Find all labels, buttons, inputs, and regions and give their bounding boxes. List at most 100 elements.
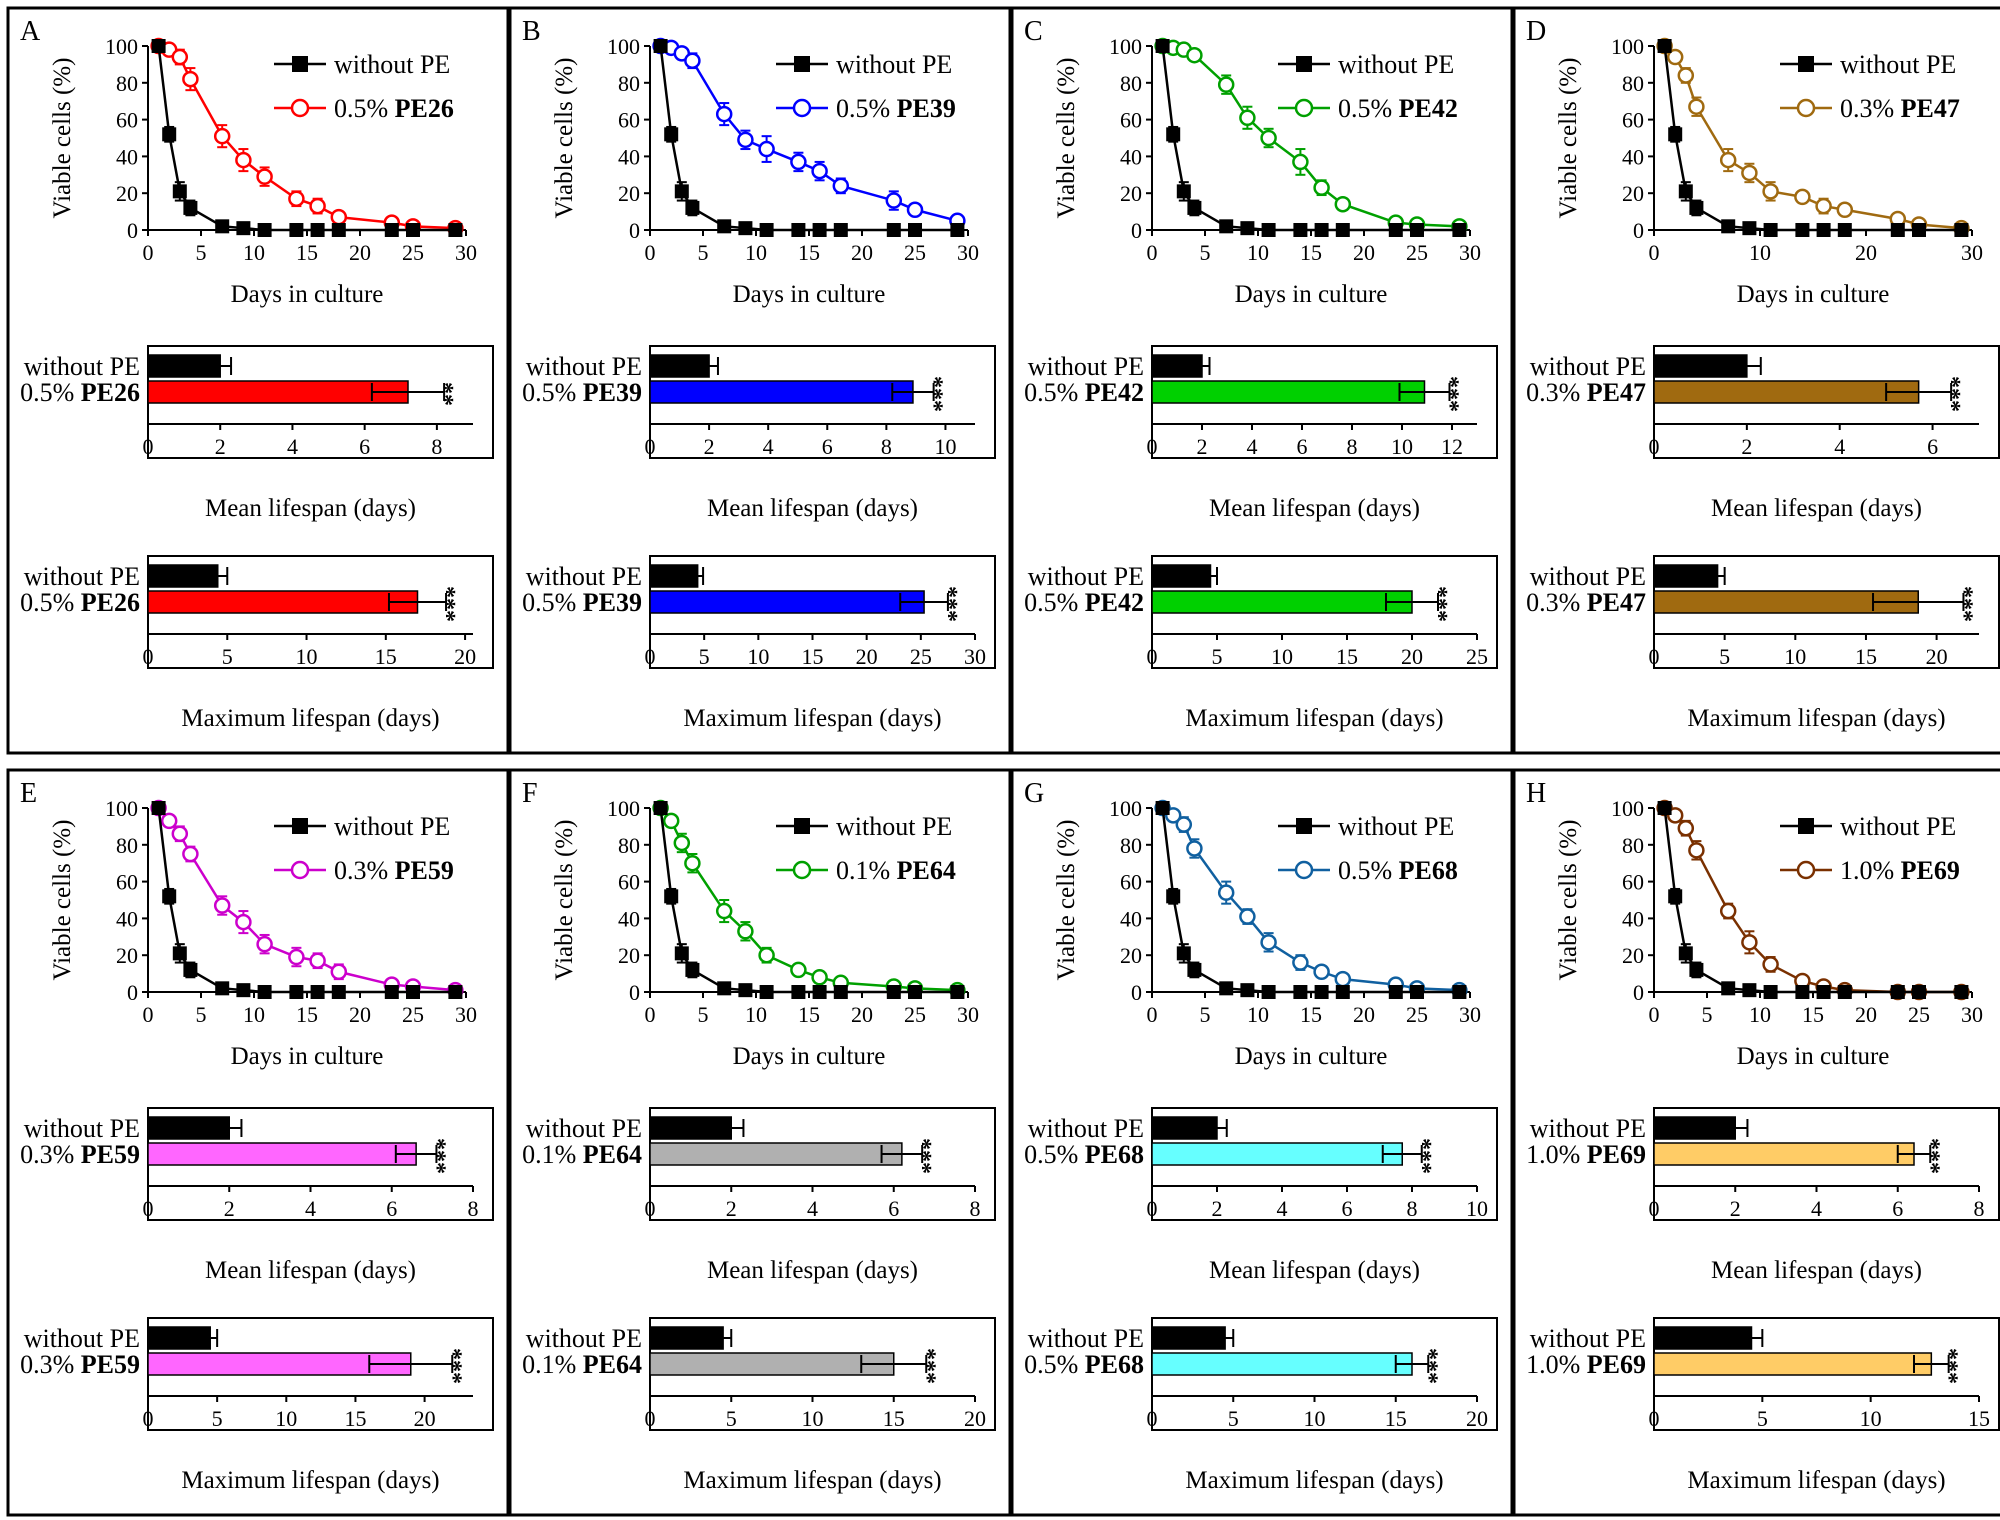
- data-point-square: [1954, 223, 1969, 237]
- data-point-square: [950, 985, 965, 999]
- bar-category-label-prefix: 1.0%: [1526, 1140, 1587, 1169]
- x-tick-label: 30: [455, 240, 477, 265]
- data-point-square: [886, 223, 901, 237]
- bar-category-label-bold: PE59: [81, 1350, 140, 1379]
- data-point-circle: [330, 963, 348, 981]
- bar-x-tick-label: 2: [726, 1196, 737, 1221]
- bar-x-tick-label: 15: [1336, 644, 1358, 669]
- bar-category-label-prefix: 0.5%: [522, 588, 583, 617]
- y-tick-label: 100: [1109, 34, 1142, 59]
- data-point-square: [183, 962, 198, 977]
- bar-x-tick-label: 4: [287, 434, 298, 459]
- x-tick-label: 30: [1961, 240, 1983, 265]
- bar-category-label-bold: PE39: [583, 378, 642, 407]
- legend-label-treatment: 1.0% PE69: [1840, 856, 1960, 885]
- bar-category-label-prefix: 0.3%: [1526, 378, 1587, 407]
- bar: [649, 564, 699, 588]
- legend-label-treatment-prefix: 0.5%: [1338, 94, 1399, 123]
- x-axis-title: Days in culture: [231, 281, 384, 308]
- bar-x-tick-label: 8: [468, 1196, 479, 1221]
- bar-category-label: 0.3% PE47: [1526, 378, 1646, 407]
- x-tick-label: 0: [1649, 1002, 1660, 1027]
- x-tick-label: 10: [1749, 240, 1771, 265]
- bar-category-label: without PE: [526, 1324, 642, 1353]
- data-point-square: [1795, 985, 1810, 999]
- y-tick-label: 20: [1622, 181, 1644, 206]
- bar-x-axis-title: Maximum lifespan (days): [683, 705, 941, 732]
- y-tick-label: 40: [618, 906, 640, 931]
- legend-marker-square: [1798, 818, 1814, 834]
- legend-label-treatment-prefix: 0.5%: [334, 94, 395, 123]
- bar-category-label-bold: PE64: [583, 1140, 642, 1169]
- bar-category-label-bold: PE69: [1587, 1140, 1646, 1169]
- survival-line-chart: 0 20 40 60 80 100 0 5 10 15 20 25 30 Viable cells (%)…: [1053, 34, 1481, 308]
- data-point-square: [1166, 889, 1181, 904]
- significance-label: ***: [1418, 1138, 1444, 1174]
- bar-x-tick-label: 2: [1741, 434, 1752, 459]
- data-point-square: [1293, 985, 1308, 999]
- legend-label-treatment-bold: PE42: [1399, 94, 1458, 123]
- legend-label-treatment: 0.5% PE26: [334, 94, 454, 123]
- bar-category-label-bold: PE68: [1085, 1350, 1144, 1379]
- data-point-circle: [256, 168, 273, 185]
- x-tick-label: 30: [957, 1002, 979, 1027]
- bar-x-tick-label: 0: [143, 434, 154, 459]
- data-point-square: [1388, 985, 1403, 999]
- data-point-square: [162, 127, 177, 142]
- data-point-square: [151, 39, 166, 53]
- data-point-square: [653, 801, 668, 815]
- data-point-circle: [1217, 884, 1235, 901]
- y-axis-title: Viable cells (%): [551, 58, 578, 219]
- y-tick-label: 80: [116, 833, 138, 858]
- y-tick-label: 60: [1622, 870, 1644, 895]
- panel-frame: [6, 768, 510, 1517]
- x-tick-label: 15: [1802, 1002, 1824, 1027]
- data-point-circle: [1186, 46, 1203, 64]
- data-point-circle: [1292, 954, 1309, 971]
- bar-x-tick-label: 2: [224, 1196, 235, 1221]
- bar-x-tick-label: 6: [386, 1196, 397, 1221]
- data-point-circle: [790, 153, 807, 171]
- data-point-circle: [1762, 183, 1779, 200]
- data-point-square: [1452, 223, 1467, 237]
- legend: without PE 0.5% PE26: [274, 50, 454, 123]
- significance-label: ***: [922, 1348, 948, 1384]
- y-tick-label: 0: [127, 218, 138, 243]
- data-point-circle: [885, 192, 903, 209]
- bar-x-axis-title: Mean lifespan (days): [205, 1257, 416, 1284]
- data-point-circle: [1719, 151, 1737, 169]
- data-point-circle: [330, 208, 348, 226]
- data-point-square: [1890, 223, 1905, 237]
- bar-x-tick-label: 0: [645, 1196, 656, 1221]
- legend-marker-circle: [1294, 98, 1314, 118]
- data-point-circle: [906, 201, 924, 219]
- data-point-square: [685, 200, 700, 215]
- y-tick-label: 20: [1120, 181, 1142, 206]
- bar-x-tick-label: 8: [970, 1196, 981, 1221]
- panel-letter: A: [20, 16, 41, 47]
- significance-label: ***: [944, 586, 970, 622]
- bar-x-tick-label: 5: [1719, 644, 1730, 669]
- significance-label: ***: [1926, 1138, 1952, 1174]
- bar-category-label-prefix: 0.5%: [1024, 1350, 1085, 1379]
- bar-x-tick-label: 10: [296, 644, 318, 669]
- bar-x-tick-label: 12: [1441, 434, 1463, 459]
- data-point-square: [759, 985, 774, 999]
- legend-label-control: without PE: [1840, 812, 1956, 841]
- series-control: [151, 801, 463, 999]
- data-point-square: [1187, 962, 1202, 977]
- bar-category-label: 0.1% PE64: [522, 1140, 642, 1169]
- legend-label-treatment-bold: PE39: [897, 94, 956, 123]
- x-axis-title: Days in culture: [1235, 281, 1388, 308]
- bar-x-axis-title: Maximum lifespan (days): [181, 705, 439, 732]
- legend-label-treatment: 0.5% PE68: [1338, 856, 1458, 885]
- panel-frame: [1512, 6, 2000, 755]
- bar-x-axis-title: Mean lifespan (days): [707, 495, 918, 522]
- y-axis-title: Viable cells (%): [1555, 820, 1582, 981]
- bar-x-axis-title: Maximum lifespan (days): [1687, 705, 1945, 732]
- data-point-square: [1261, 223, 1276, 237]
- x-tick-label: 5: [196, 1002, 207, 1027]
- y-tick-label: 60: [116, 870, 138, 895]
- legend-label-treatment-prefix: 1.0%: [1840, 856, 1901, 885]
- bar-x-tick-label: 10: [934, 434, 956, 459]
